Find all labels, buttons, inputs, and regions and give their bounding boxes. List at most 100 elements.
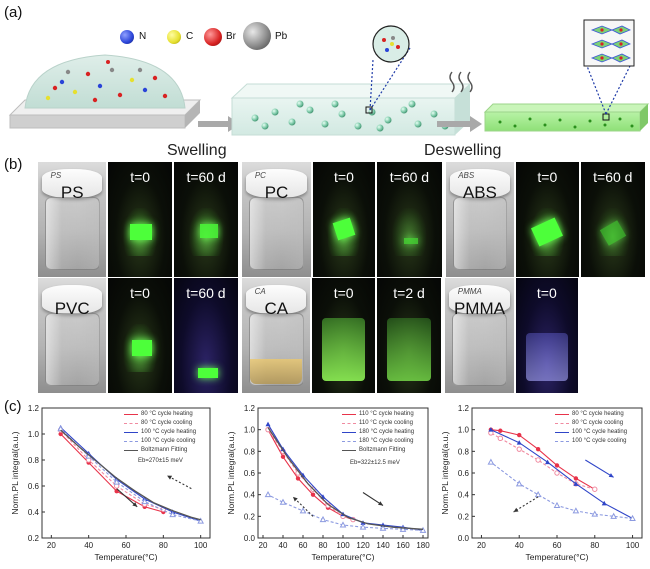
time-label: t=60 d (186, 168, 226, 185)
series-line (60, 429, 201, 521)
trend-arrow-head (608, 473, 614, 478)
chart-2: 20 40 60 80 100 120 140 160 180 0.0 0.2 0.4 0.6 0.8 1.… (226, 404, 430, 562)
x-tick-label: 20 (47, 541, 56, 550)
trend-arrow (585, 459, 614, 478)
vial-label-abs: ABS (462, 182, 497, 202)
data-point (545, 459, 551, 465)
vial-photo-abs: ABS ABS (445, 162, 515, 277)
y-tick-label: 0.6 (244, 469, 256, 478)
x-tick-label: 120 (356, 541, 370, 550)
y-tick-label: 0.2 (458, 512, 470, 521)
trend-arrow-head (513, 507, 519, 512)
vial-photo-pmma: PMMA PMMA (445, 278, 514, 393)
data-point (264, 491, 272, 498)
trend-arrow-head (293, 496, 298, 502)
data-point (573, 476, 579, 481)
heat-waves-icon (449, 71, 473, 93)
x-tick-label: 40 (515, 541, 524, 550)
uv-photo-abs-t0: t=0 (516, 162, 579, 277)
time-label: t=60 d (186, 284, 226, 301)
x-axis-label: Temperature(°C) (526, 552, 589, 562)
uv-photo-ps-t60: t=60 d (173, 162, 239, 277)
data-point (57, 425, 65, 432)
y-axis-label: Norm.PL integral(a.u.) (10, 431, 20, 514)
zoom-inset-bubble (365, 25, 411, 114)
y-tick-label: 0.2 (28, 534, 40, 543)
uv-photo-abs-t60: t=60 d (580, 162, 646, 277)
y-tick-label: 1.0 (28, 430, 40, 439)
uv-photo-pvc-t60: t=60 d (173, 278, 239, 393)
data-point (535, 457, 541, 463)
chart-1-annotation: Eb=270±15 meV (138, 458, 183, 464)
y-tick-label: 0.0 (244, 534, 256, 543)
trend-arrow (513, 496, 539, 513)
legend-entry: 100 °C cycle heating (572, 429, 628, 435)
y-tick-label: 1.2 (28, 404, 40, 413)
schematic-process-svg (8, 19, 650, 136)
y-tick-label: 1.2 (244, 404, 256, 413)
vial-photo-ca: CA CA (242, 278, 311, 393)
uv-photo-ca-t2: t=2 d (376, 278, 442, 393)
panel-label-c: (c) (4, 398, 22, 415)
x-tick-label: 60 (122, 541, 131, 550)
uv-photo-pvc-t0: t=0 (108, 278, 172, 393)
trend-arrow (292, 496, 314, 517)
x-tick-label: 60 (299, 541, 308, 550)
chart-1-legend: 80 °C cycle heating 80 °C cycle cooling … (124, 410, 196, 455)
data-point (487, 458, 495, 465)
y-tick-label: 0.8 (28, 456, 40, 465)
atom-label-c: C (186, 31, 194, 42)
uv-photo-pmma-t0: t=0 (515, 278, 579, 393)
process-arrow-1 (198, 116, 240, 132)
y-tick-label: 0.8 (244, 447, 256, 456)
vial-photo-pvc: PVC (38, 278, 107, 393)
x-tick-label: 40 (279, 541, 288, 550)
time-label: t=0 (130, 168, 151, 185)
x-tick-label: 80 (319, 541, 328, 550)
y-tick-label: 0.6 (458, 469, 470, 478)
data-point (419, 526, 427, 533)
legend-entry: 80 °C cycle heating (141, 411, 193, 417)
data-point (280, 446, 286, 452)
series-line (267, 429, 354, 521)
data-point (379, 524, 387, 531)
y-tick-label: 0.4 (244, 491, 256, 500)
data-point (515, 480, 523, 487)
x-tick-label: 20 (259, 541, 268, 550)
trend-arrow-head (378, 501, 383, 506)
x-tick-label: 180 (416, 541, 430, 550)
time-label: t=60 d (593, 168, 633, 185)
data-point (497, 435, 504, 442)
data-point (295, 476, 301, 481)
x-tick-label: 60 (553, 541, 562, 550)
data-point (488, 427, 494, 432)
vial-label-pmma: PMMA (453, 298, 505, 318)
legend-entry: 80 °C cycle heating (572, 411, 624, 417)
data-point (339, 521, 347, 528)
data-point (517, 432, 522, 438)
data-point (265, 421, 271, 427)
y-tick-label: 0.2 (244, 512, 256, 521)
y-tick-label: 1.0 (458, 426, 470, 435)
data-point (310, 492, 316, 497)
series-line (490, 461, 633, 520)
time-label: t=60 d (389, 168, 430, 185)
chart-2-annotation: Eb=322±12.5 meV (350, 460, 400, 466)
series-line (60, 427, 201, 522)
data-point (197, 517, 205, 524)
y-tick-label: 0.8 (458, 447, 470, 456)
time-label: t=0 (537, 168, 558, 185)
legend-entry: 100 °C cycle cooling (572, 438, 627, 444)
data-point (572, 507, 580, 514)
legend-entry: 180 °C cycle heating (359, 429, 415, 435)
legend-entry: Boltzmann Fitting (359, 447, 406, 453)
y-tick-label: 0.6 (28, 482, 40, 491)
uv-photo-ps-t0: t=0 (108, 162, 172, 277)
swollen-polymer-slab (230, 83, 472, 136)
process-arrow-2 (437, 116, 482, 132)
legend-entry: Boltzmann Fitting (141, 447, 188, 453)
vial-label-ca: CA (264, 298, 289, 318)
data-point (516, 440, 522, 445)
data-point (573, 481, 579, 486)
trend-arrow (116, 488, 138, 508)
